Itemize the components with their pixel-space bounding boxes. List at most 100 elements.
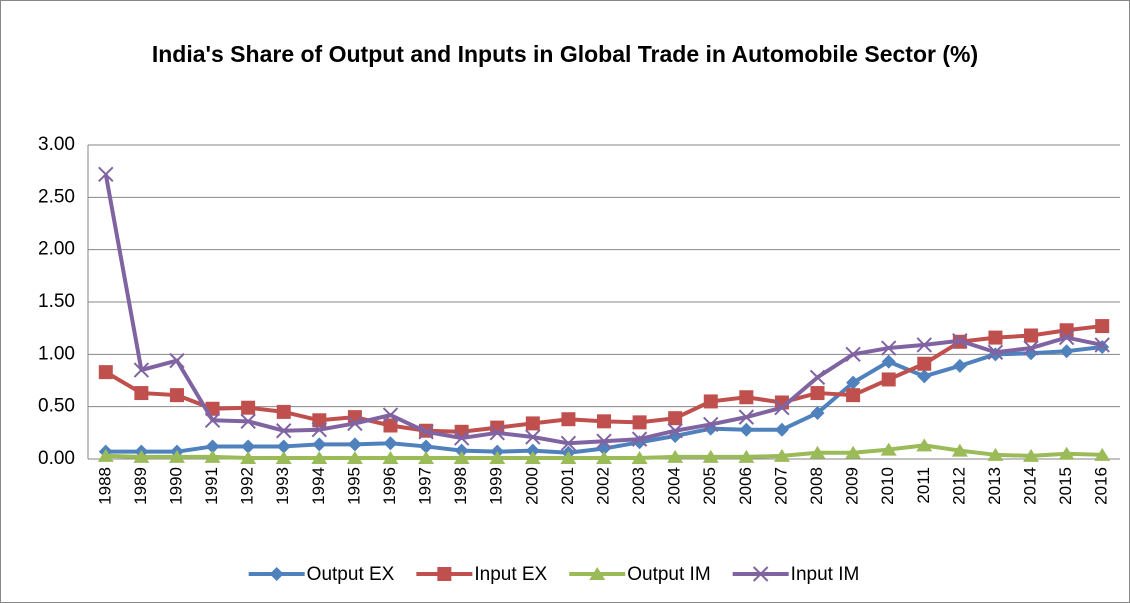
marker: [739, 390, 754, 405]
marker: [631, 431, 648, 447]
marker: [311, 421, 328, 438]
legend-item: Output EX: [248, 564, 395, 585]
marker: [489, 450, 506, 464]
marker: [383, 418, 398, 433]
x-tick-label: 1991: [202, 467, 221, 505]
marker: [774, 422, 789, 437]
marker: [133, 362, 150, 378]
marker: [347, 415, 363, 432]
marker: [738, 409, 755, 425]
marker: [134, 386, 149, 401]
y-tick-label: 1.50: [38, 291, 75, 312]
marker: [489, 425, 505, 441]
marker: [917, 356, 932, 371]
marker: [916, 438, 933, 452]
legend-label: Input IM: [791, 564, 860, 585]
x-tick-label: 2003: [629, 467, 648, 505]
x-tick-label: 2014: [1021, 467, 1040, 505]
y-tick-label: 3.00: [38, 134, 75, 155]
series: [98, 166, 1110, 452]
marker: [880, 442, 897, 456]
y-tick-label: 2.00: [38, 239, 75, 260]
marker: [1059, 323, 1074, 338]
marker: [845, 445, 862, 459]
x-tick-label: 1990: [166, 467, 185, 505]
marker: [703, 416, 719, 433]
marker: [346, 450, 363, 464]
y-tick-label: 0.50: [38, 396, 75, 417]
chart-title: India's Share of Output and Inputs in Gl…: [151, 41, 979, 67]
marker: [810, 386, 825, 401]
marker: [738, 449, 755, 463]
marker: [951, 443, 968, 457]
marker: [275, 450, 292, 464]
marker: [1095, 319, 1110, 334]
marker: [524, 450, 541, 464]
marker: [846, 375, 861, 390]
marker: [631, 450, 648, 464]
marker: [205, 439, 220, 454]
marker: [773, 448, 790, 462]
marker: [525, 429, 541, 445]
marker: [917, 369, 932, 384]
legend-label: Output IM: [627, 564, 710, 585]
marker: [453, 450, 470, 464]
x-tick-label: 2009: [843, 467, 862, 505]
legend-label: Input EX: [474, 564, 547, 585]
marker: [97, 448, 114, 462]
marker: [846, 388, 861, 403]
x-tick-label: 2011: [914, 467, 933, 504]
marker: [133, 449, 150, 463]
x-tick-label: 1989: [131, 467, 150, 505]
marker: [1023, 448, 1040, 462]
marker: [752, 566, 769, 582]
marker: [703, 394, 718, 409]
marker: [916, 337, 932, 353]
x-tick-label: 1996: [380, 467, 399, 505]
marker: [204, 449, 221, 463]
marker: [311, 450, 328, 464]
marker: [240, 450, 257, 464]
marker: [276, 439, 291, 454]
marker: [952, 358, 967, 373]
series: [98, 340, 1110, 460]
marker: [597, 414, 611, 429]
marker: [560, 450, 577, 464]
marker: [809, 445, 826, 459]
marker: [169, 352, 185, 369]
marker: [419, 439, 434, 454]
series: [97, 438, 1111, 464]
marker: [1023, 340, 1039, 356]
x-tick-label: 2006: [736, 467, 755, 505]
marker: [453, 430, 470, 446]
marker: [881, 372, 896, 387]
marker: [418, 424, 434, 440]
x-tick-label: 1997: [416, 467, 435, 505]
marker: [276, 404, 291, 419]
marker: [632, 415, 647, 430]
x-tick-label: 2008: [807, 467, 826, 505]
marker: [437, 567, 452, 581]
x-tick-label: 1988: [95, 467, 114, 505]
x-tick-label: 2013: [985, 467, 1004, 505]
x-tick-label: 2010: [878, 467, 897, 505]
marker: [1058, 446, 1075, 460]
legend-item: Output IM: [569, 564, 711, 585]
marker: [241, 439, 256, 454]
x-tick-label: 1998: [451, 467, 470, 505]
marker: [668, 411, 683, 426]
marker: [952, 333, 968, 349]
series: [98, 319, 1110, 439]
marker: [589, 567, 606, 580]
marker: [454, 443, 469, 458]
x-tick-label: 2000: [522, 467, 541, 505]
x-tick-label: 2016: [1092, 467, 1111, 505]
marker: [988, 330, 1003, 345]
x-tick-label: 2015: [1056, 467, 1075, 505]
marker: [382, 450, 399, 464]
marker: [269, 567, 284, 581]
marker: [810, 405, 825, 420]
x-tick-label: 1999: [487, 467, 506, 505]
